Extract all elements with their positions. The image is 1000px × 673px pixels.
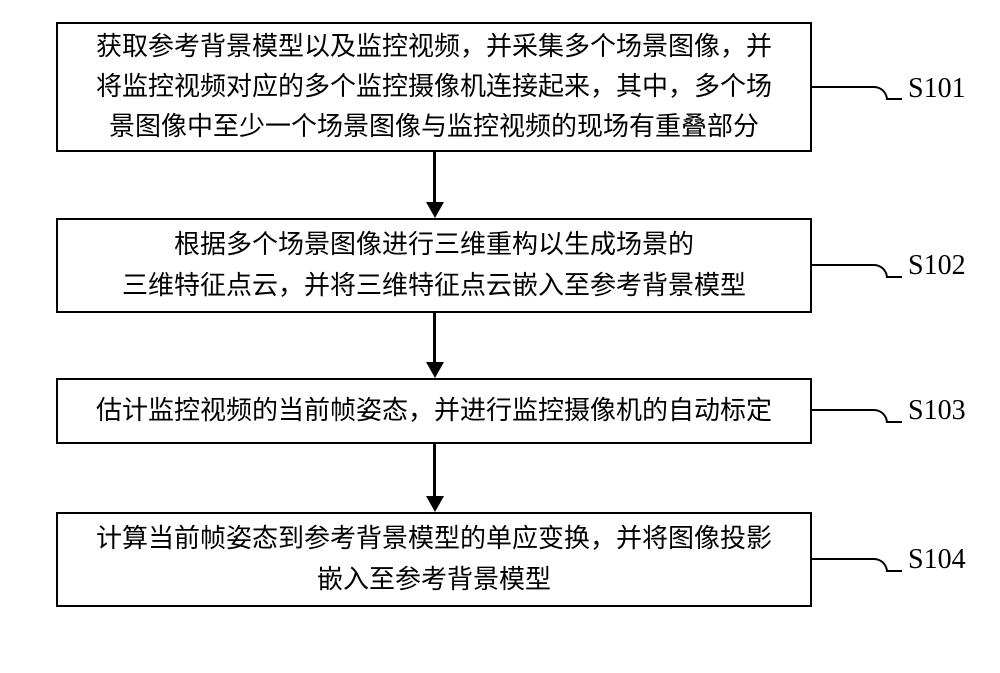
label-connector bbox=[886, 276, 902, 278]
step-id: S103 bbox=[908, 395, 966, 426]
label-connector bbox=[812, 86, 872, 88]
step-box-s102: 根据多个场景图像进行三维重构以生成场景的 三维特征点云，并将三维特征点云嵌入至参… bbox=[56, 218, 812, 313]
arrow-line bbox=[433, 313, 436, 362]
arrow-head-icon bbox=[426, 362, 444, 378]
label-connector bbox=[812, 409, 872, 411]
arrow-line bbox=[433, 444, 436, 496]
step-id: S104 bbox=[908, 544, 966, 575]
step-id: S102 bbox=[908, 250, 966, 281]
step-label-s101: S101 bbox=[908, 73, 966, 105]
step-text: 根据多个场景图像进行三维重构以生成场景的 三维特征点云，并将三维特征点云嵌入至参… bbox=[122, 225, 746, 306]
step-box-s101: 获取参考背景模型以及监控视频，并采集多个场景图像，并 将监控视频对应的多个监控摄… bbox=[56, 22, 812, 152]
label-connector bbox=[812, 264, 872, 266]
step-label-s104: S104 bbox=[908, 544, 966, 576]
arrow-line bbox=[433, 152, 436, 202]
label-connector bbox=[812, 558, 872, 560]
arrow-head-icon bbox=[426, 202, 444, 218]
arrow-head-icon bbox=[426, 496, 444, 512]
flowchart-canvas: 获取参考背景模型以及监控视频，并采集多个场景图像，并 将监控视频对应的多个监控摄… bbox=[0, 0, 1000, 673]
step-text: 计算当前帧姿态到参考背景模型的单应变换，并将图像投影 嵌入至参考背景模型 bbox=[96, 519, 772, 600]
step-label-s103: S103 bbox=[908, 395, 966, 427]
step-id: S101 bbox=[908, 73, 966, 104]
label-connector bbox=[886, 421, 902, 423]
step-text: 获取参考背景模型以及监控视频，并采集多个场景图像，并 将监控视频对应的多个监控摄… bbox=[96, 27, 772, 148]
label-connector bbox=[886, 570, 902, 572]
label-connector bbox=[886, 98, 902, 100]
step-box-s103: 估计监控视频的当前帧姿态，并进行监控摄像机的自动标定 bbox=[56, 378, 812, 444]
step-box-s104: 计算当前帧姿态到参考背景模型的单应变换，并将图像投影 嵌入至参考背景模型 bbox=[56, 512, 812, 607]
step-label-s102: S102 bbox=[908, 250, 966, 282]
step-text: 估计监控视频的当前帧姿态，并进行监控摄像机的自动标定 bbox=[96, 391, 772, 431]
